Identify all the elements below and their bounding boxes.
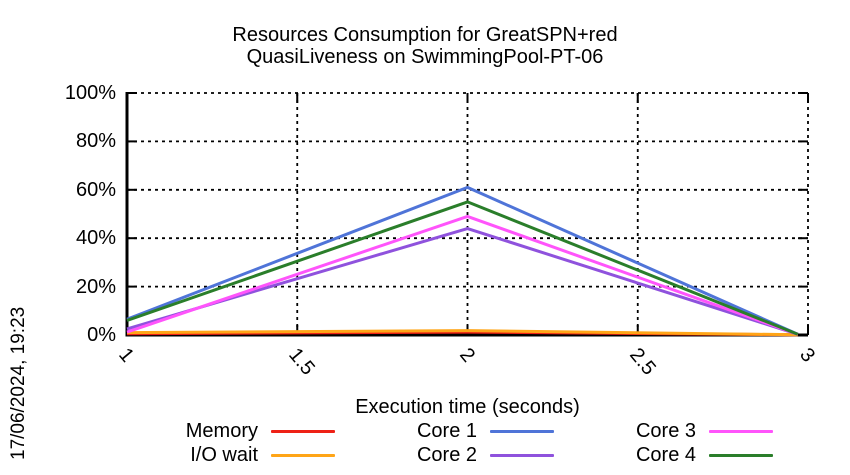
y-tick-label: 0% [87,324,116,346]
legend-label-core-2: Core 2 [416,444,477,466]
legend-swatch-core-4 [709,454,773,457]
y-tick-label: 20% [75,275,116,298]
legend-swatch-memory [271,430,335,433]
legend-label-memory: Memory [185,420,258,442]
series-line-core-2 [126,227,799,336]
y-tick-label: 80% [75,130,116,153]
chart-title-line1: Resources Consumption for GreatSPN+red [232,24,618,46]
legend-item-core-3: Core 3 [600,420,773,443]
chart-legend: Memory I/O wait Core 1 Core 2 Core 3 Core 4 [127,420,808,467]
legend-label-i-o-wait: I/O wait [190,444,258,466]
chart-title-line2: QuasiLiveness on SwimmingPool-PT-06 [246,46,604,68]
y-tick-label: 100% [64,82,116,104]
legend-column: Memory I/O wait [162,420,335,467]
legend-label-core-3: Core 3 [635,420,696,442]
legend-swatch-core-1 [490,430,554,433]
y-tick-label: 40% [75,227,116,250]
legend-column: Core 1 Core 2 [381,420,554,467]
chart-title: Resources Consumption for GreatSPN+red Q… [0,24,850,68]
series-line-i-o-wait [126,329,798,337]
legend-label-core-1: Core 1 [416,420,477,442]
legend-item-core-4: Core 4 [600,444,773,467]
legend-swatch-core-3 [709,430,773,433]
series-line-core-3 [126,214,799,336]
legend-item-memory: Memory [162,420,335,443]
legend-column: Core 3 Core 4 [600,420,773,467]
series-line-core-4 [126,200,799,336]
legend-item-core-1: Core 1 [381,420,554,443]
y-tick-label: 60% [75,178,116,201]
x-axis-title: Execution time (seconds) [355,396,580,418]
legend-label-core-4: Core 4 [635,444,696,466]
series-line-core-1 [126,185,799,336]
legend-swatch-i-o-wait [271,454,335,457]
legend-swatch-core-2 [490,454,554,457]
legend-item-core-2: Core 2 [381,444,554,467]
legend-item-i-o-wait: I/O wait [162,444,335,467]
